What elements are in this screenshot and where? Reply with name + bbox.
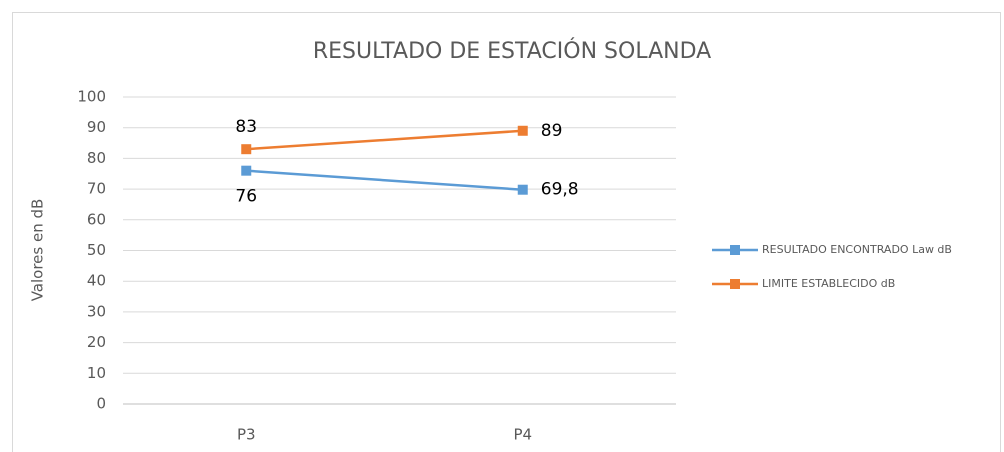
series-line xyxy=(246,169,523,191)
series-line xyxy=(246,129,523,151)
y-tick-label: 60 xyxy=(87,210,106,228)
point-marker xyxy=(517,184,528,195)
y-tick-label: 100 xyxy=(77,88,106,106)
legend-label: RESULTADO ENCONTRADO Law dB xyxy=(762,243,952,256)
y-axis-label: Valores en dB xyxy=(29,199,47,302)
legend-marker xyxy=(730,245,740,255)
y-tick-label: 20 xyxy=(87,333,106,351)
x-tick-label: P4 xyxy=(513,426,532,444)
data-label: 69,8 xyxy=(541,180,579,200)
y-tick-label: 0 xyxy=(96,395,106,413)
data-label: 89 xyxy=(541,121,563,141)
chart-border xyxy=(12,12,1001,452)
y-tick-label: 80 xyxy=(87,149,106,167)
data-label: 76 xyxy=(235,187,257,207)
y-tick-label: 90 xyxy=(87,118,106,136)
y-tick-label: 40 xyxy=(87,272,106,290)
y-tick-label: 10 xyxy=(87,364,106,382)
point-marker xyxy=(517,125,528,136)
y-tick-label: 30 xyxy=(87,302,106,320)
chart-title: RESULTADO DE ESTACIÓN SOLANDA xyxy=(313,38,711,64)
y-tick-label: 50 xyxy=(87,241,106,259)
point-marker xyxy=(241,165,252,176)
x-tick-label: P3 xyxy=(237,426,256,444)
legend-marker xyxy=(730,279,740,289)
y-tick-label: 70 xyxy=(87,180,106,198)
data-label: 83 xyxy=(235,117,257,137)
point-marker xyxy=(241,144,252,155)
legend-label: LIMITE ESTABLECIDO dB xyxy=(762,277,895,290)
